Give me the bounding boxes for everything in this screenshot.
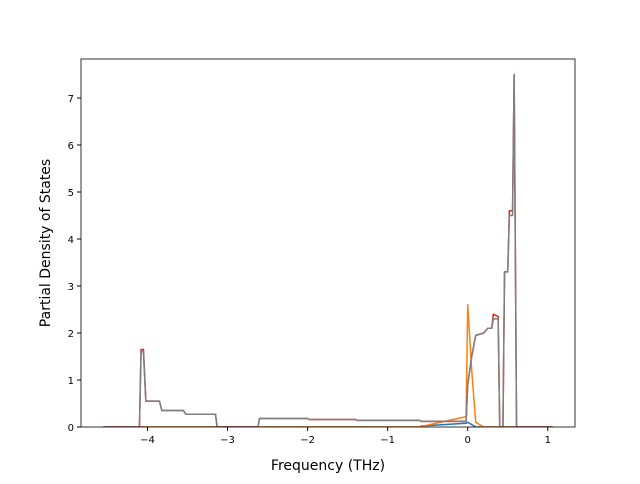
y-tick-label: 4: [68, 235, 74, 246]
y-tick-label: 0: [68, 423, 74, 434]
x-tick-label: −1: [380, 435, 395, 446]
y-tick-label: 3: [68, 282, 74, 293]
x-axis-label: Frequency (THz): [271, 458, 385, 474]
y-tick-label: 2: [68, 329, 74, 340]
line-series: [103, 73, 553, 427]
x-tick-label: 0: [465, 435, 471, 446]
x-tick-label: −2: [300, 435, 315, 446]
y-tick-label: 1: [68, 376, 74, 387]
y-tick-label: 6: [68, 141, 74, 152]
x-tick-label: −3: [220, 435, 235, 446]
y-tick-label: 5: [68, 188, 74, 199]
x-tick-label: −4: [140, 435, 155, 446]
x-tick-label: 1: [545, 435, 551, 446]
plot-frame: [80, 58, 576, 428]
y-tick-label: 7: [68, 94, 74, 105]
y-axis-label: Partial Density of States: [38, 159, 54, 327]
line-series: [103, 73, 553, 427]
line-series: [103, 304, 553, 427]
